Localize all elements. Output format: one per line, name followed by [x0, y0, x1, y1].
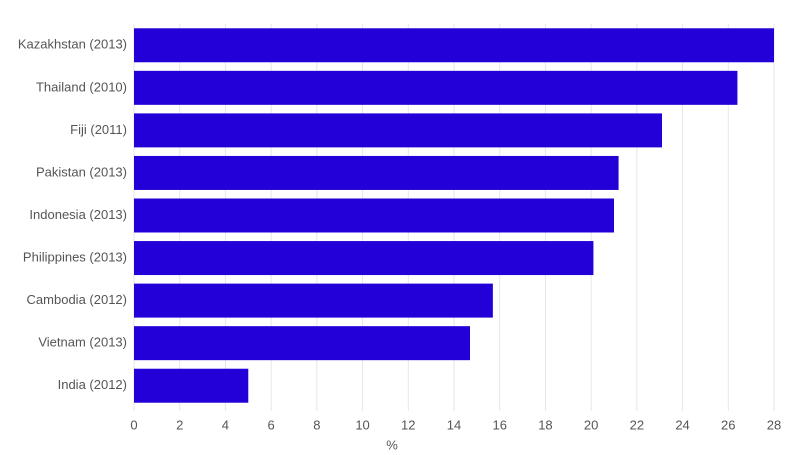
bar [134, 368, 249, 403]
x-tick-label: 0 [130, 417, 137, 432]
x-tick-label: 24 [675, 417, 689, 432]
y-tick-label: Vietnam (2013) [38, 335, 127, 350]
x-tick-label: 8 [313, 417, 320, 432]
bar [134, 28, 774, 63]
y-tick-label: Fiji (2011) [70, 122, 127, 137]
x-tick-label: 22 [630, 417, 644, 432]
y-tick-label: Philippines (2013) [23, 249, 127, 264]
bar [134, 70, 738, 105]
x-tick-label: 2 [176, 417, 183, 432]
bar [134, 326, 470, 361]
y-tick-label: India (2012) [58, 377, 127, 392]
bar [134, 241, 594, 276]
bar [134, 198, 614, 233]
x-tick-label: 4 [222, 417, 229, 432]
x-axis-title: % [386, 437, 398, 452]
x-tick-label: 14 [447, 417, 461, 432]
x-tick-label: 10 [355, 417, 369, 432]
bar [134, 155, 619, 190]
y-tick-label: Thailand (2010) [36, 79, 127, 94]
x-tick-label: 12 [401, 417, 415, 432]
x-tick-label: 18 [538, 417, 552, 432]
x-tick-label: 6 [268, 417, 275, 432]
x-tick-label: 16 [492, 417, 506, 432]
x-tick-label: 26 [721, 417, 735, 432]
x-tick-label: 20 [584, 417, 598, 432]
y-tick-label: Indonesia (2013) [29, 207, 127, 222]
bar [134, 113, 662, 148]
x-tick-label: 28 [767, 417, 781, 432]
y-tick-label: Kazakhstan (2013) [18, 37, 127, 52]
y-tick-label: Pakistan (2013) [36, 164, 127, 179]
bar [134, 283, 493, 318]
y-tick-label: Cambodia (2012) [27, 292, 127, 307]
